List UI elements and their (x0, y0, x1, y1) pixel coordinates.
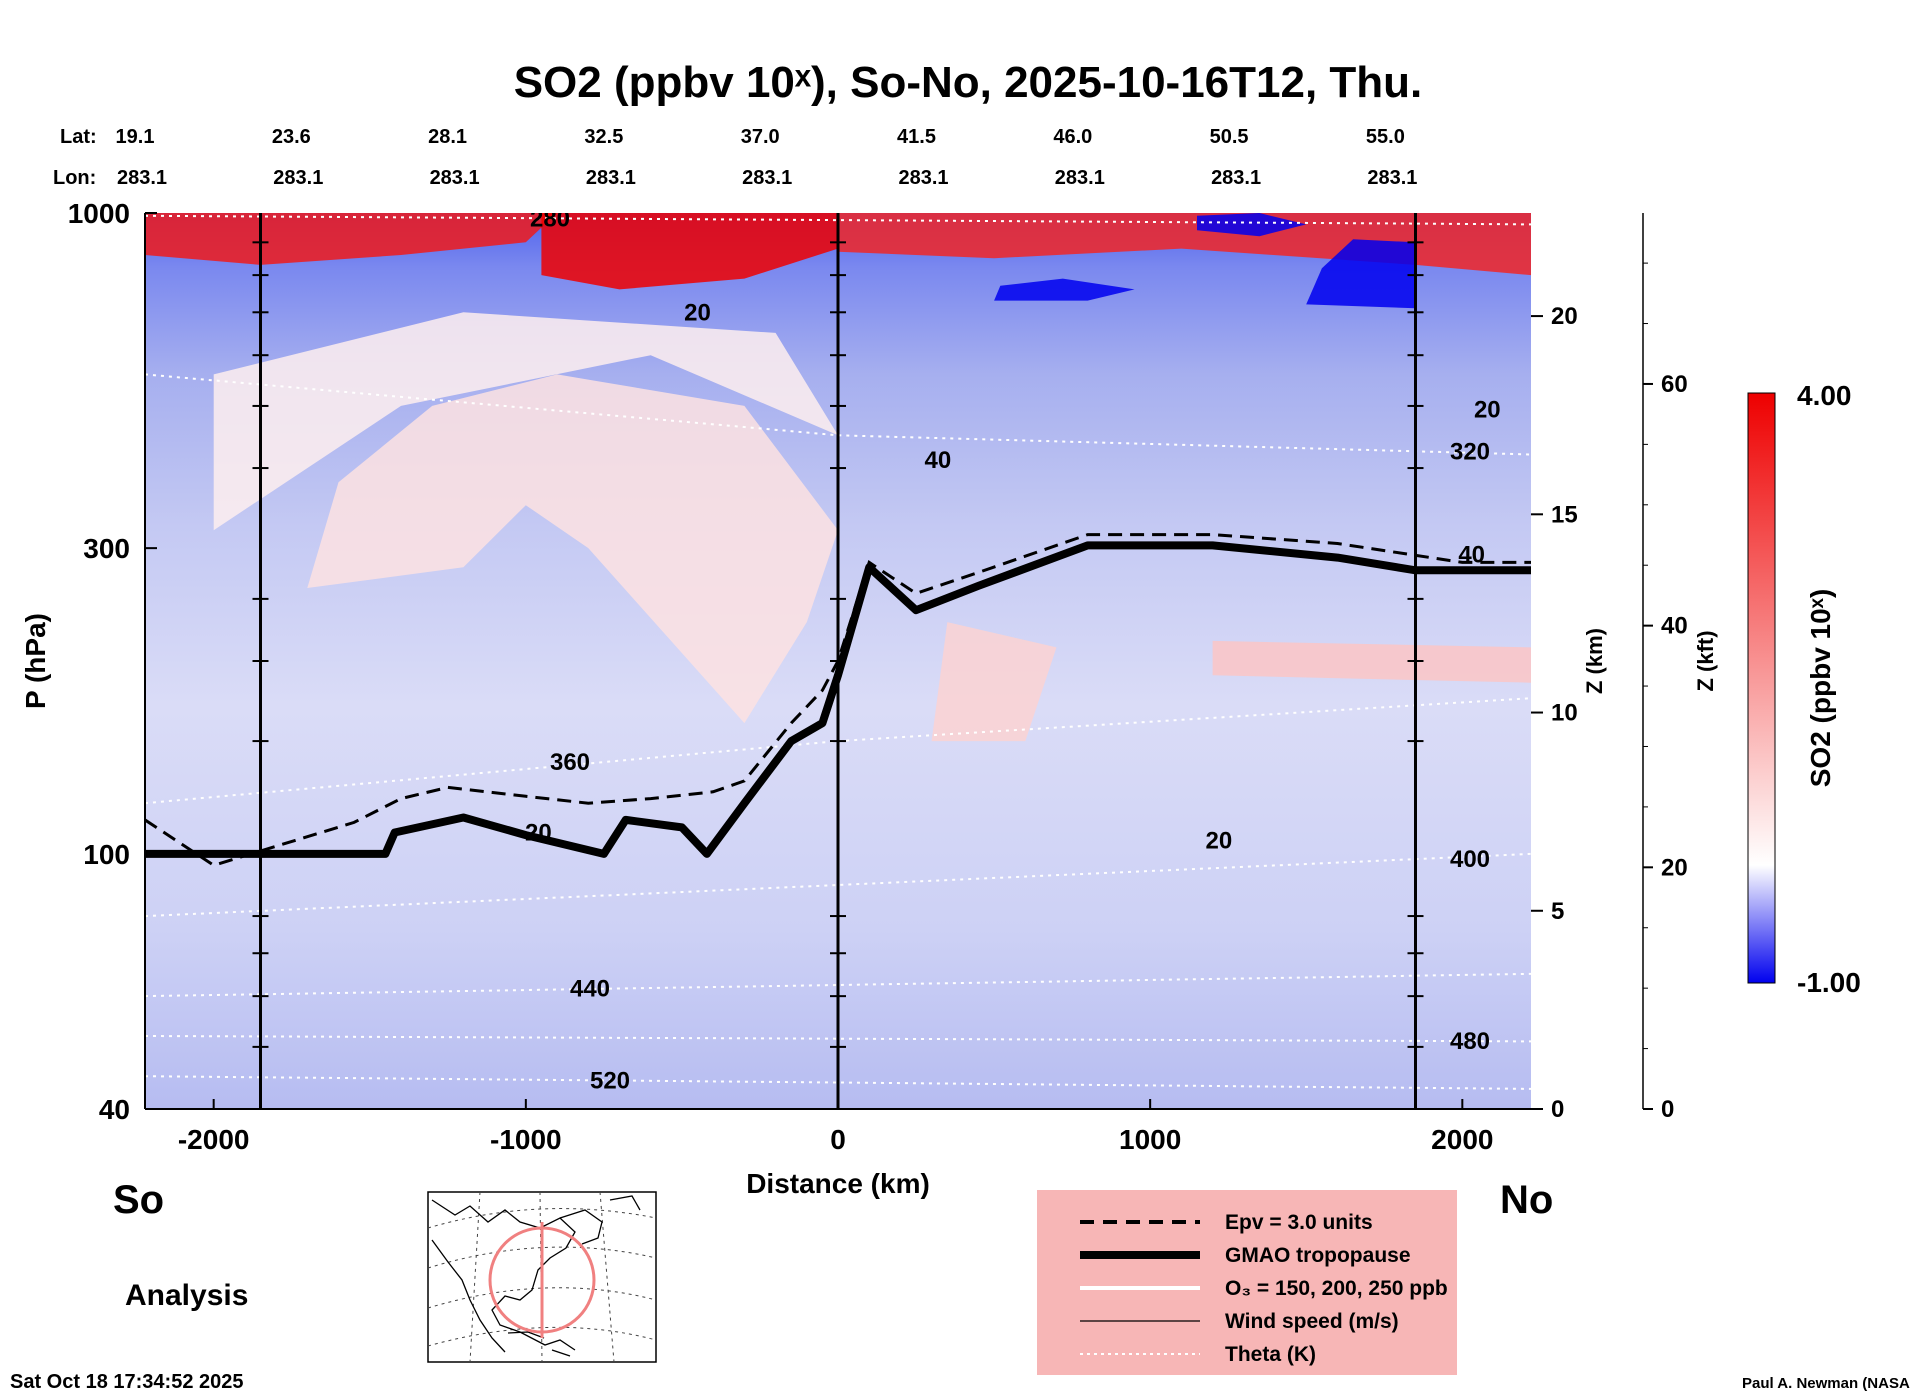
direction-south-label: So (113, 1178, 164, 1222)
legend-wind-label: Wind speed (m/s) (1225, 1310, 1399, 1333)
so2-region-5 (994, 278, 1135, 301)
theta-label-440: 440 (570, 976, 610, 1003)
lat-value-0: 19.1 (116, 126, 155, 148)
so2-region-4 (1306, 239, 1416, 309)
lon-value-2: 283.1 (430, 167, 480, 189)
theta-label-400: 400 (1450, 846, 1490, 873)
epv-contour (145, 533, 1531, 867)
lat-value-1: 23.6 (272, 126, 311, 148)
y-tick-label-1: 300 (83, 533, 130, 564)
z-kft-axis: 0 20 40 60 (1642, 213, 1688, 1123)
lat-value-8: 55.0 (1366, 126, 1405, 148)
x-tick-label-3: 1000 (1119, 1124, 1181, 1155)
wind-speed-label-5: 40 (1458, 541, 1485, 568)
lon-value-8: 283.1 (1367, 167, 1417, 189)
y-tick-label-0: 1000 (68, 198, 130, 229)
tropopause-line (145, 541, 1531, 858)
z-kft-tick-label-3: 60 (1661, 371, 1688, 398)
so2-region-8 (1212, 640, 1531, 683)
legend-tropopause-label: GMAO tropopause (1225, 1244, 1411, 1267)
wind-speed-label-0: 20 (525, 819, 552, 846)
lon-value-5: 283.1 (898, 167, 948, 189)
z-km-tick-label-4: 20 (1551, 303, 1578, 330)
so2-region-0 (145, 213, 558, 265)
wind-speed-label-2: 40 (925, 447, 952, 474)
contour-layer: 520 480 440 400 360 320 280 20 20 40 20 20 40 (145, 206, 1531, 1094)
z-kft-axis-title: Z (kft) (1693, 630, 1718, 691)
z-km-axis: 0 5 10 15 20 (1531, 303, 1578, 1123)
lat-value-6: 46.0 (1053, 126, 1092, 148)
vertical-lines (252, 213, 1424, 1109)
z-km-tick-label-1: 5 (1551, 898, 1564, 925)
so2-region-1 (541, 213, 838, 290)
lon-value-1: 283.1 (273, 167, 323, 189)
z-km-tick-label-0: 0 (1551, 1096, 1564, 1123)
z-km-tick-label-3: 15 (1551, 501, 1578, 528)
lat-value-2: 28.1 (428, 126, 467, 148)
chart-title: SO2 (ppbv 10ˣ), So-No, 2025-10-16T12, Th… (514, 58, 1423, 107)
wind-speed-label-3: 20 (684, 299, 711, 326)
colorbar-gradient (1747, 392, 1776, 984)
z-km-axis-title: Z (km) (1582, 628, 1607, 694)
z-kft-tick-label-2: 40 (1661, 613, 1688, 640)
legend-epv-label: Epv = 3.0 units (1225, 1211, 1373, 1234)
colorbar-title: SO2 (ppbv 10ˣ) (1805, 589, 1836, 788)
so2-region-7 (213, 312, 838, 531)
lon-value-6: 283.1 (1055, 167, 1105, 189)
theta-label-480: 480 (1450, 1028, 1490, 1055)
lat-value-7: 50.5 (1210, 126, 1249, 148)
locator-map (427, 1191, 657, 1363)
colorbar-min-label: -1.00 (1797, 967, 1861, 998)
map-coastlines (431, 1195, 641, 1357)
theta-label-280: 280 (530, 206, 570, 233)
timestamp: Sat Oct 18 17:34:52 2025 (10, 1371, 244, 1393)
z-kft-tick-label-1: 20 (1661, 854, 1688, 881)
x-axis-title: Distance (km) (746, 1168, 930, 1199)
lat-label: Lat: (60, 126, 97, 148)
lon-label: Lon: (53, 167, 96, 189)
y-axis: 1000 300 100 40 (68, 198, 157, 1125)
so2-region-6 (307, 374, 838, 724)
z-kft-tick-label-0: 0 (1661, 1096, 1674, 1123)
y-tick-label-2: 100 (83, 839, 130, 870)
so2-region-3 (1197, 213, 1307, 237)
theta-label-320: 320 (1450, 438, 1490, 465)
x-axis: -2000 -1000 0 1000 2000 (145, 1099, 1531, 1155)
legend: Epv = 3.0 units GMAO tropopause O₃ = 150… (1037, 1190, 1457, 1375)
x-tick-label-0: -2000 (178, 1124, 250, 1155)
lon-value-7: 283.1 (1211, 167, 1261, 189)
legend-theta-label: Theta (K) (1225, 1343, 1316, 1366)
x-tick-label-1: -1000 (490, 1124, 562, 1155)
colorbar: 4.00 -1.00 SO2 (ppbv 10ˣ) (1747, 380, 1861, 998)
theta-label-360: 360 (550, 749, 590, 776)
wind-speed-label-4: 20 (1474, 396, 1501, 423)
lat-value-3: 32.5 (584, 126, 623, 148)
wind-speed-label-1: 20 (1205, 827, 1232, 854)
z-km-tick-label-2: 10 (1551, 700, 1578, 727)
colorbar-max-label: 4.00 (1797, 380, 1852, 411)
y-tick-label-3: 40 (99, 1094, 130, 1125)
lat-value-4: 37.0 (741, 126, 780, 148)
analysis-label: Analysis (125, 1279, 248, 1312)
so2-region-9 (931, 622, 1057, 742)
y-axis-title: P (hPa) (20, 613, 51, 709)
legend-ozone-label: O₃ = 150, 200, 250 ppb (1225, 1277, 1448, 1300)
so2-field (145, 213, 1531, 742)
x-tick-label-2: 0 (830, 1124, 846, 1155)
lon-value-0: 283.1 (117, 167, 167, 189)
direction-north-label: No (1500, 1178, 1553, 1222)
lat-lon-header: Lat: Lon: 19.1 23.6 28.1 32.5 37.0 41.5 46.0 50… (53, 126, 1417, 189)
lon-value-4: 283.1 (742, 167, 792, 189)
x-tick-label-4: 2000 (1431, 1124, 1493, 1155)
credit: Paul A. Newman (NASA (1742, 1375, 1910, 1392)
theta-label-520: 520 (590, 1067, 630, 1094)
lat-value-5: 41.5 (897, 126, 936, 148)
lon-value-3: 283.1 (586, 167, 636, 189)
